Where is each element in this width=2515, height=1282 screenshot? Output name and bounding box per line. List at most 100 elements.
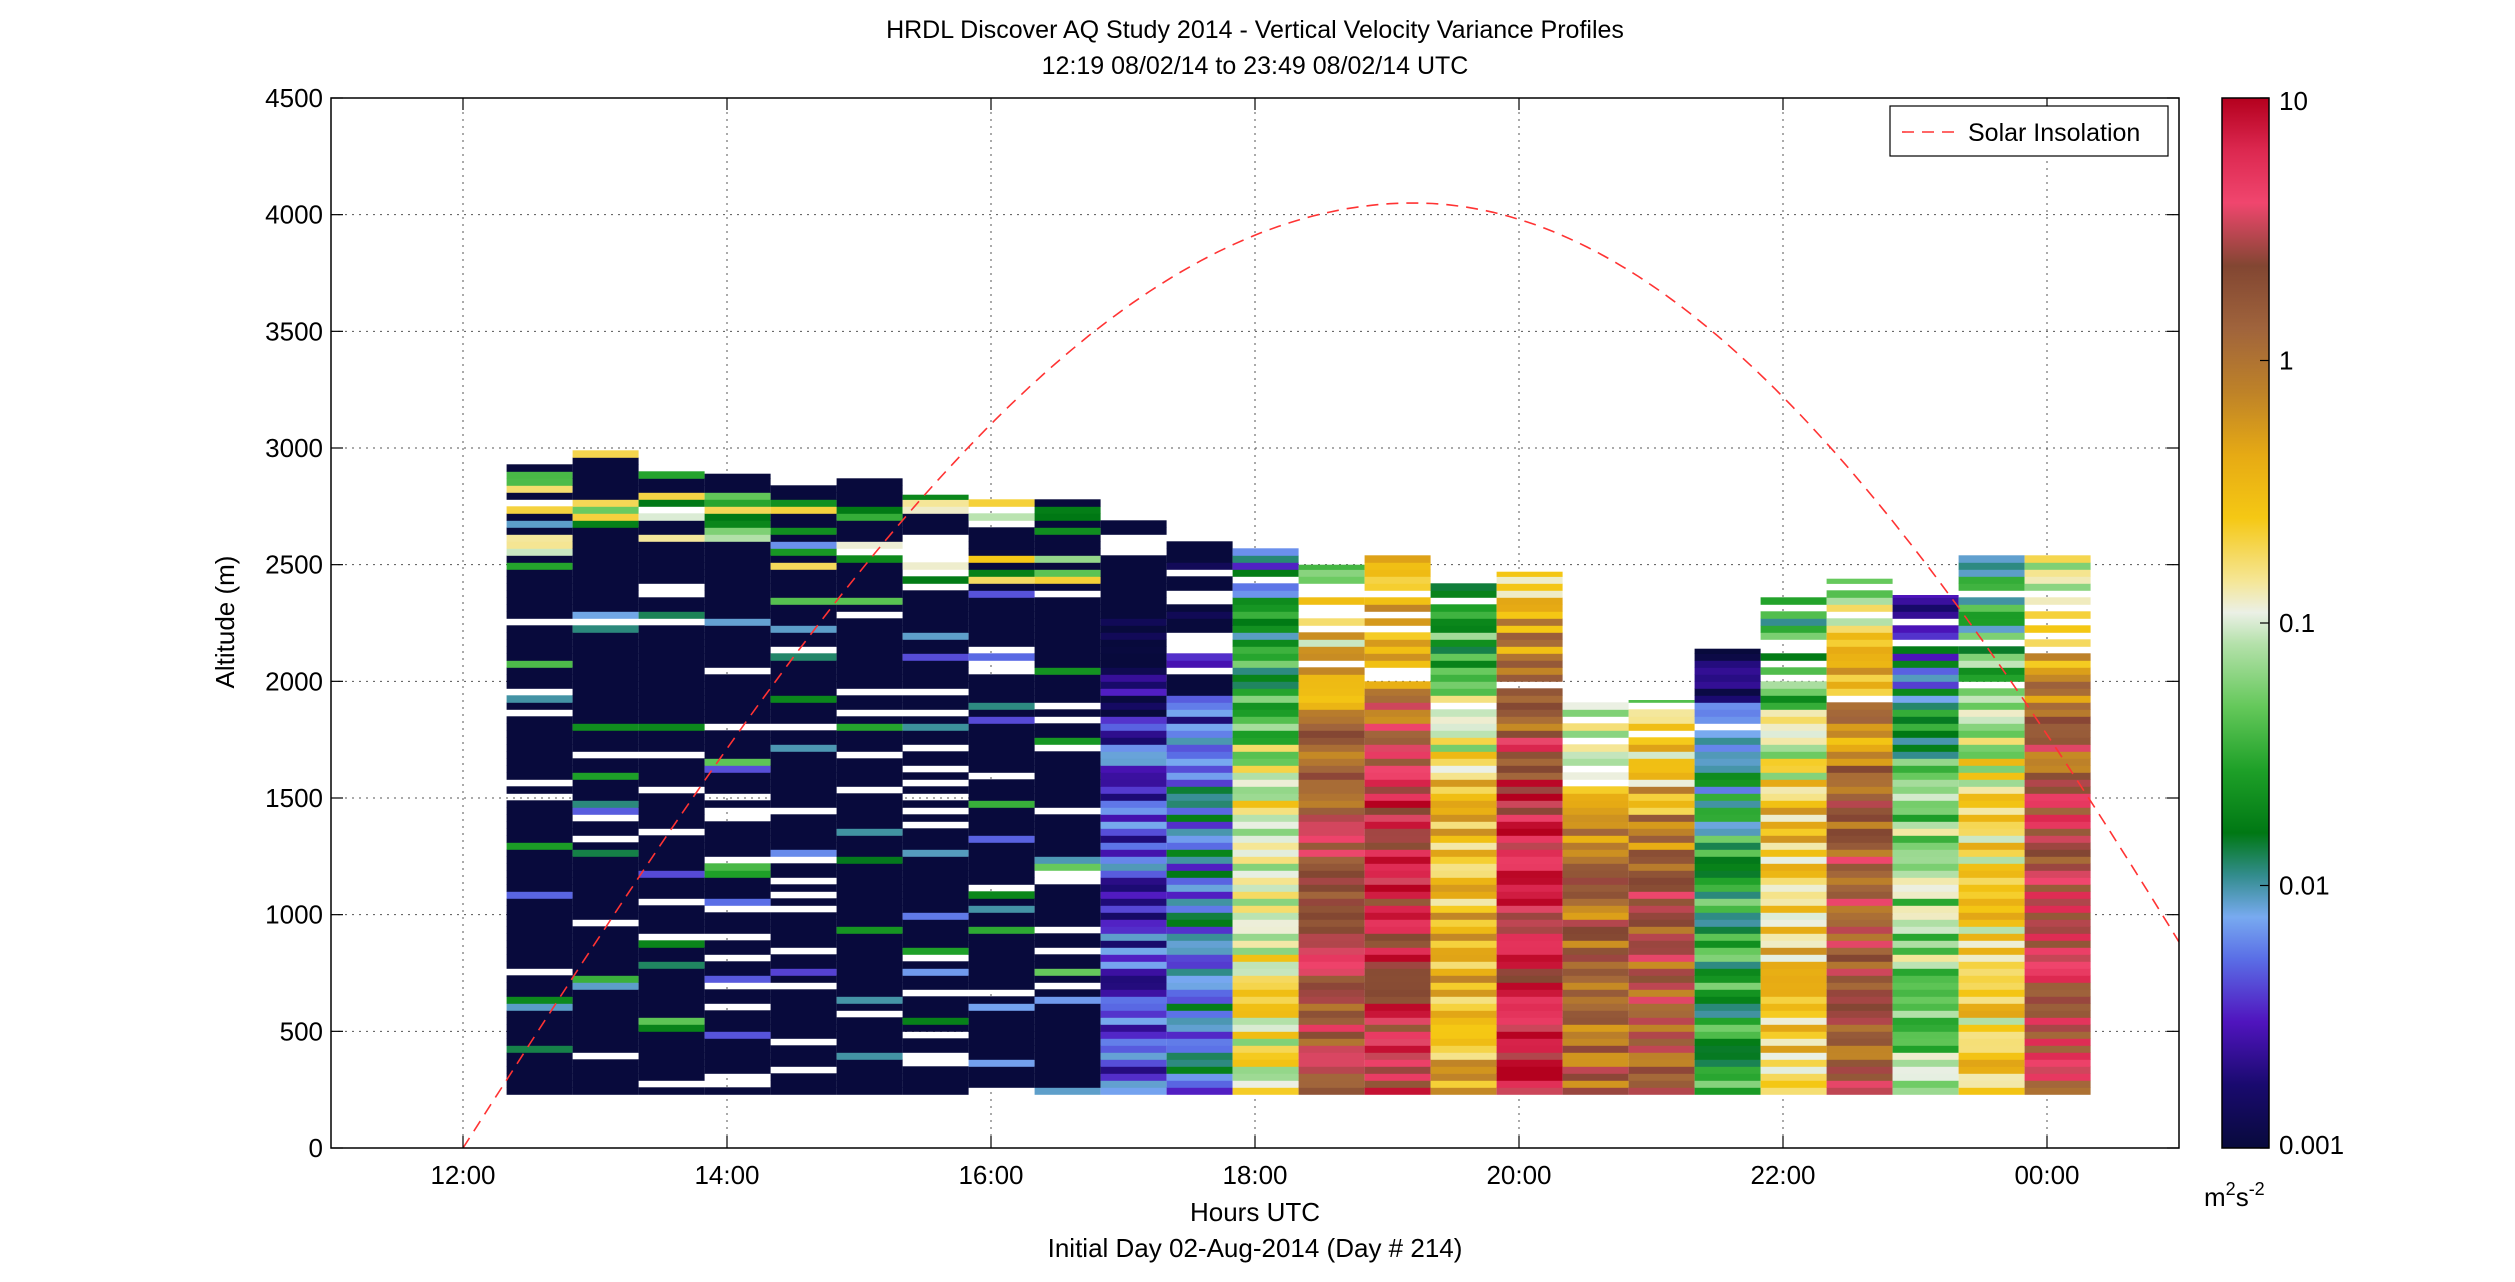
heatmap-cell (1826, 597, 1893, 605)
heatmap-cell (1892, 1017, 1959, 1025)
heatmap-cell (638, 744, 705, 752)
heatmap-cell (836, 765, 903, 773)
heatmap-cell (2024, 891, 2091, 899)
heatmap-cell (1364, 835, 1431, 843)
heatmap-cell (1760, 863, 1827, 871)
heatmap-cell (1100, 527, 1167, 535)
heatmap-cell (1892, 688, 1959, 696)
heatmap-cell (1496, 737, 1563, 745)
heatmap-cell (1166, 877, 1233, 885)
heatmap-cell (1892, 709, 1959, 717)
heatmap-cell (572, 793, 639, 801)
heatmap-cell (1760, 842, 1827, 850)
heatmap-cell (1430, 1031, 1497, 1039)
heatmap-cell (902, 737, 969, 745)
heatmap-cell (638, 947, 705, 955)
heatmap-cell (1760, 905, 1827, 913)
heatmap-cell (770, 961, 837, 969)
heatmap-cell (572, 989, 639, 997)
heatmap-cell (572, 534, 639, 542)
heatmap-cell (836, 716, 903, 724)
heatmap-cell (1826, 975, 1893, 983)
heatmap-cell (1166, 625, 1233, 633)
heatmap-cell (1958, 618, 2025, 626)
heatmap-cell (1496, 702, 1563, 710)
heatmap-cell (1298, 632, 1365, 640)
heatmap-cell (1034, 814, 1101, 822)
heatmap-cell (506, 548, 573, 556)
heatmap-cell (1892, 835, 1959, 843)
heatmap-cell (836, 513, 903, 521)
heatmap-cell (572, 709, 639, 717)
heatmap-cell (1562, 1017, 1629, 1025)
heatmap-cell (770, 898, 837, 906)
heatmap-cell (506, 996, 573, 1004)
heatmap-cell (1892, 1087, 1959, 1095)
heatmap-cell (2024, 583, 2091, 591)
heatmap-cell (836, 618, 903, 626)
heatmap-cell (1166, 954, 1233, 962)
chart-title: HRDL Discover AQ Study 2014 - Vertical V… (886, 16, 1624, 44)
heatmap-cell (1100, 1031, 1167, 1039)
heatmap-cell (1694, 1017, 1761, 1025)
heatmap-cell (704, 765, 771, 773)
heatmap-cell (1496, 793, 1563, 801)
heatmap-cell (1760, 919, 1827, 927)
heatmap-cell (1628, 898, 1695, 906)
heatmap-cell (704, 562, 771, 570)
heatmap-cell (638, 1003, 705, 1011)
heatmap-cell (770, 506, 837, 514)
heatmap-cell (1892, 884, 1959, 892)
heatmap-cell (1826, 912, 1893, 920)
heatmap-cell (1496, 821, 1563, 829)
heatmap-cell (1958, 1010, 2025, 1018)
heatmap-cell (1100, 674, 1167, 682)
heatmap-cell (1496, 975, 1563, 983)
heatmap-cell (2024, 597, 2091, 605)
heatmap-cell (704, 513, 771, 521)
heatmap-cell (1364, 1059, 1431, 1067)
heatmap-cell (1826, 604, 1893, 612)
heatmap-cell (836, 1003, 903, 1011)
heatmap-cell (1694, 884, 1761, 892)
heatmap-cell (1298, 695, 1365, 703)
heatmap-cell (1892, 1010, 1959, 1018)
heatmap-cell (1892, 660, 1959, 668)
heatmap-cell (1034, 737, 1101, 745)
heatmap-cell (506, 590, 573, 598)
heatmap-cell (572, 674, 639, 682)
heatmap-cell (1958, 702, 2025, 710)
heatmap-cell (572, 555, 639, 563)
heatmap-cell (1694, 1045, 1761, 1053)
heatmap-cell (1298, 1080, 1365, 1088)
heatmap-cell (506, 660, 573, 668)
heatmap-cell (1364, 1024, 1431, 1032)
heatmap-cell (506, 1080, 573, 1088)
heatmap-cell (836, 989, 903, 997)
heatmap-cell (1760, 884, 1827, 892)
heatmap-cell (638, 674, 705, 682)
heatmap-cell (968, 716, 1035, 724)
heatmap-cell (1760, 898, 1827, 906)
heatmap-cell (902, 1073, 969, 1081)
heatmap-cell (1364, 814, 1431, 822)
heatmap-cell (902, 639, 969, 647)
heatmap-cell (1892, 751, 1959, 759)
heatmap-cell (1562, 849, 1629, 857)
heatmap-cell (902, 877, 969, 885)
heatmap-cell (2024, 940, 2091, 948)
heatmap-cell (2024, 1017, 2091, 1025)
heatmap-cell (1760, 611, 1827, 619)
heatmap-cell (1430, 877, 1497, 885)
heatmap-cell (968, 569, 1035, 577)
heatmap-cell (1298, 667, 1365, 675)
heatmap-cell (572, 954, 639, 962)
heatmap-cell (572, 450, 639, 458)
heatmap-cell (1892, 1045, 1959, 1053)
heatmap-cell (1892, 940, 1959, 948)
heatmap-cell (2024, 947, 2091, 955)
heatmap-cell (1628, 1024, 1695, 1032)
heatmap-cell (1364, 555, 1431, 563)
heatmap-cell (1496, 989, 1563, 997)
heatmap-cell (704, 947, 771, 955)
